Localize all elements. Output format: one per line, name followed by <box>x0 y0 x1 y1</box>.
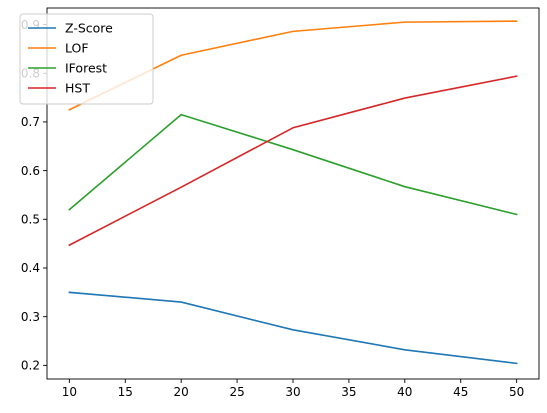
x-tick-label: 25 <box>229 385 244 399</box>
series-line-iforest <box>68 113 518 216</box>
x-tick-label: 45 <box>453 385 468 399</box>
y-tick-label: 0.6 <box>21 164 40 178</box>
x-tick-label: 50 <box>509 385 524 399</box>
series-line-hst <box>68 75 518 247</box>
series-line-z-score <box>68 291 518 365</box>
y-tick-label: 0.4 <box>21 261 40 275</box>
axes-layer: 1015202530354045500.20.30.40.50.60.70.80… <box>21 7 540 399</box>
legend-label-lof: LOF <box>65 41 89 56</box>
y-tick-label: 0.5 <box>21 213 40 227</box>
y-tick-label: 0.2 <box>21 359 40 373</box>
x-tick-label: 10 <box>62 385 77 399</box>
y-tick-label: 0.3 <box>21 310 40 324</box>
x-tick-label: 35 <box>341 385 356 399</box>
legend-label-hst: HST <box>65 81 90 96</box>
x-tick-label: 15 <box>118 385 133 399</box>
series-layer <box>68 20 518 365</box>
y-tick-label: 0.7 <box>21 115 40 129</box>
legend: Z-Score LOF IForest HST <box>19 13 154 105</box>
legend-box <box>19 13 154 105</box>
x-tick-label: 40 <box>397 385 412 399</box>
legend-label-z-score: Z-Score <box>65 21 113 36</box>
legend-label-iforest: IForest <box>65 61 107 76</box>
x-tick-label: 20 <box>174 385 189 399</box>
x-tick-label: 30 <box>285 385 300 399</box>
